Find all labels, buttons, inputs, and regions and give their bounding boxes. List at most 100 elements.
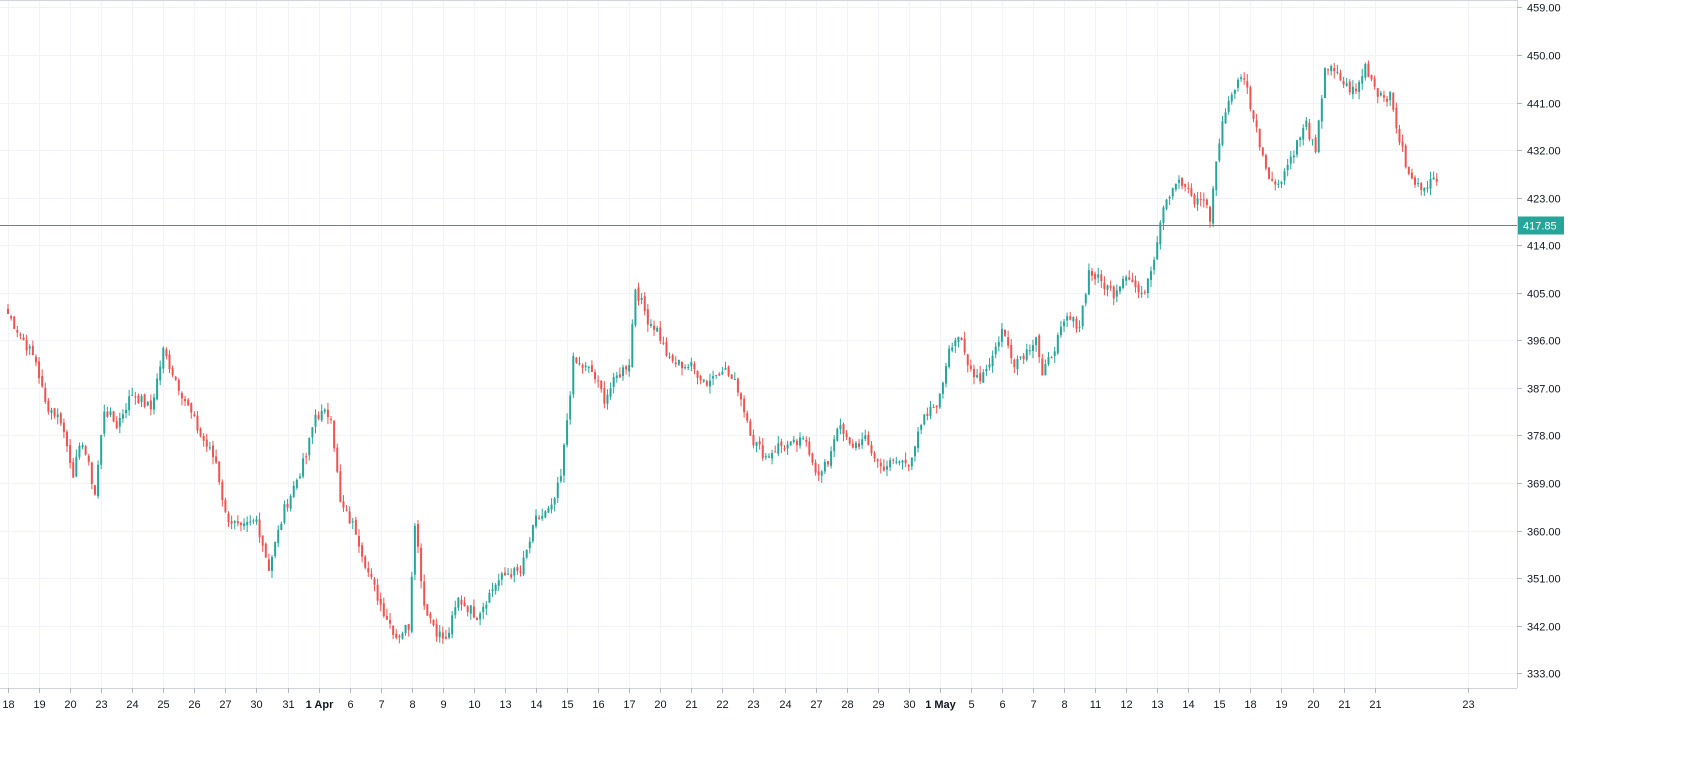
candle xyxy=(497,573,500,592)
candle-body xyxy=(755,442,758,447)
candle-body xyxy=(196,415,199,431)
time-tick-label: 19 xyxy=(1275,699,1287,711)
time-tick-label: 14 xyxy=(530,699,542,711)
candle-body xyxy=(1243,78,1246,80)
candle-body xyxy=(1196,198,1199,205)
candle-body xyxy=(413,525,416,575)
candle xyxy=(196,410,199,434)
time-tick-label: 10 xyxy=(468,699,480,711)
candle xyxy=(917,426,920,453)
candle xyxy=(1268,167,1271,180)
candle-body xyxy=(1317,120,1320,153)
candle-body xyxy=(1367,63,1370,77)
time-tick-label: 20 xyxy=(1307,699,1319,711)
candle xyxy=(792,435,795,444)
candle xyxy=(569,391,572,425)
candle-body xyxy=(578,363,581,365)
candle xyxy=(1370,74,1373,82)
candle-body xyxy=(370,573,373,577)
candle xyxy=(100,434,103,470)
candle-body xyxy=(898,461,901,463)
candle-body xyxy=(889,460,892,468)
candle-body xyxy=(1429,178,1432,189)
candle xyxy=(618,367,621,378)
candle xyxy=(721,366,724,376)
candle-body xyxy=(774,451,777,453)
candle xyxy=(115,416,118,430)
candle xyxy=(128,389,131,416)
candle-body xyxy=(1100,274,1103,282)
candle xyxy=(1249,85,1252,112)
candle-body xyxy=(208,447,211,449)
candle-body xyxy=(715,375,718,377)
time-tick-label: 18 xyxy=(2,699,14,711)
candle xyxy=(87,453,90,466)
candle xyxy=(243,518,246,530)
candle xyxy=(1401,134,1404,152)
candle xyxy=(448,627,451,640)
candle-body xyxy=(1286,164,1289,171)
candle-body xyxy=(115,420,118,428)
candle xyxy=(646,303,649,332)
candle xyxy=(988,357,991,371)
candle-body xyxy=(895,461,898,463)
price-tick-label: 360.00 xyxy=(1527,527,1561,539)
candle-body xyxy=(640,297,643,300)
candle xyxy=(249,515,252,526)
price-tick-label: 333.00 xyxy=(1527,669,1561,681)
time-tick-label: 24 xyxy=(779,699,791,711)
candle xyxy=(208,441,211,451)
candle xyxy=(525,549,528,559)
candle xyxy=(1056,332,1059,355)
candle-body xyxy=(218,461,221,483)
candle xyxy=(1053,346,1056,363)
candle-body xyxy=(736,378,739,393)
candle-body xyxy=(587,366,590,368)
candle-body xyxy=(1038,335,1041,357)
candle xyxy=(451,611,454,639)
candle xyxy=(280,521,283,531)
candle-body xyxy=(25,339,28,351)
candle-body xyxy=(1410,172,1413,179)
candle xyxy=(361,542,364,563)
candle-body xyxy=(1283,171,1286,181)
candle-body xyxy=(165,349,168,357)
candle xyxy=(1156,236,1159,260)
candle xyxy=(7,303,9,315)
candle-body xyxy=(1044,364,1047,376)
candle-body xyxy=(1373,78,1376,87)
candle-body xyxy=(1280,181,1283,184)
candle xyxy=(1227,96,1230,115)
candle xyxy=(643,292,646,316)
candle-body xyxy=(677,359,680,365)
candle xyxy=(587,365,590,373)
candle-body xyxy=(466,606,469,613)
candle xyxy=(1202,192,1205,208)
candle-body xyxy=(230,521,233,524)
candle xyxy=(62,418,65,439)
candle-body xyxy=(90,462,93,484)
candle xyxy=(708,373,711,394)
candle xyxy=(932,404,935,409)
candle-body xyxy=(1162,207,1165,224)
candle xyxy=(41,369,44,389)
candle-body xyxy=(920,425,923,430)
candle xyxy=(938,392,941,409)
candle xyxy=(193,411,196,417)
candle xyxy=(274,541,277,559)
candle-body xyxy=(851,443,854,448)
candle xyxy=(1168,195,1171,206)
candle xyxy=(1038,333,1041,363)
candle xyxy=(1255,113,1258,133)
candle xyxy=(842,422,845,442)
candle-body xyxy=(100,435,103,465)
candle-body xyxy=(684,367,687,369)
candle xyxy=(522,550,525,577)
candle-body xyxy=(1128,277,1131,280)
candle xyxy=(227,511,230,527)
candle xyxy=(715,374,718,379)
candle-body xyxy=(385,616,388,620)
candle-body xyxy=(566,420,569,445)
